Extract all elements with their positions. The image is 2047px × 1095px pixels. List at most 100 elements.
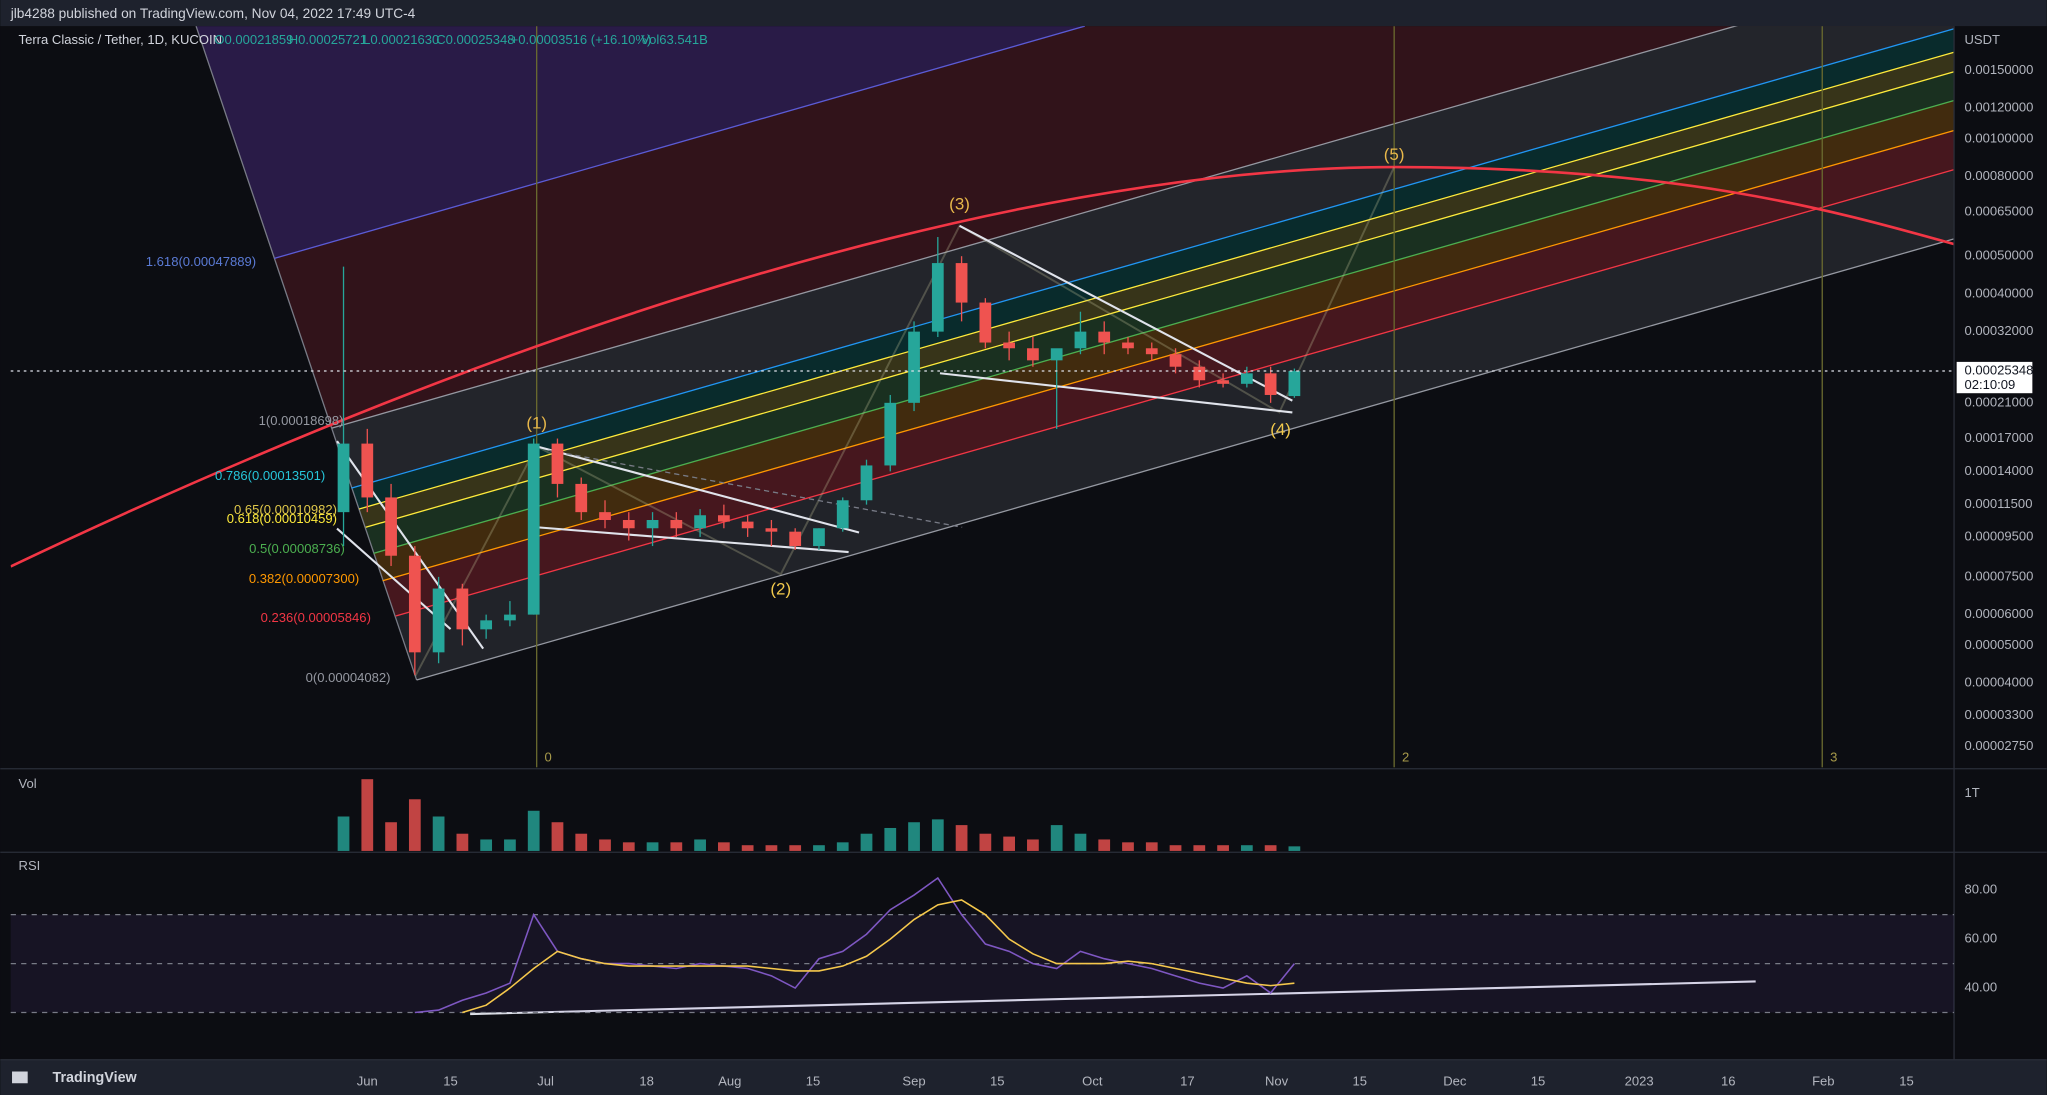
volume-bar: [1240, 845, 1253, 851]
x-tick-label: Oct: [1082, 1073, 1103, 1088]
volume-bar: [741, 845, 754, 851]
fib-line: [351, 28, 1955, 489]
volume-bar: [385, 822, 397, 851]
y-tick-label: 0.00007500: [1964, 568, 2033, 583]
y-tick-label: 0.00005000: [1964, 637, 2033, 652]
volume-bar: [361, 779, 374, 851]
candle-body: [1027, 348, 1039, 361]
candle-body: [813, 528, 825, 547]
y-tick-label: 0.00002750: [1964, 738, 2033, 753]
volume-bar: [1003, 836, 1016, 851]
candle-body: [765, 528, 778, 532]
y-tick-label: 0.00065000: [1964, 203, 2033, 218]
candle-body: [1288, 371, 1301, 397]
volume-bar: [1217, 845, 1229, 851]
candle-body: [1074, 331, 1087, 349]
rsi-ma-line: [462, 899, 1295, 1014]
candle-body: [646, 520, 659, 529]
volume-bar: [575, 833, 588, 851]
trend-line: [959, 224, 1293, 402]
y-tick-label: 0.00014000: [1964, 463, 2033, 478]
candle-body: [1240, 373, 1253, 384]
fib-label: 0.382(0.00007300): [249, 571, 359, 586]
candle-body: [1169, 354, 1182, 367]
fib-band: [196, 26, 1085, 259]
trend-lines: [336, 224, 1293, 650]
candle-body: [432, 588, 445, 653]
y-tick-label: 1T: [1964, 785, 1979, 800]
header-bar: [0, 0, 2047, 27]
volume-bar: [504, 839, 516, 851]
x-tick-label: 15: [990, 1073, 1005, 1088]
candle-body: [955, 263, 968, 303]
candle-body: [1193, 366, 1206, 381]
y-tick-label: 0.00017000: [1964, 430, 2033, 445]
fib-label: 1(0.00018698): [259, 413, 344, 428]
volume-bar: [955, 825, 968, 851]
publisher: jlb4288 published on TradingView.com, No…: [10, 6, 416, 21]
volume-bar: [1169, 845, 1182, 851]
candle-body: [337, 443, 350, 513]
fib-label: 0(0.00004082): [306, 670, 391, 685]
candle-body: [717, 515, 730, 522]
brand: TradingView: [52, 1070, 137, 1086]
volume-bar: [1098, 839, 1111, 851]
candle-body: [1050, 348, 1063, 361]
candle-body: [884, 402, 897, 466]
y-tick-label: 0.00100000: [1964, 130, 2033, 145]
fib-band: [365, 71, 1955, 554]
candle-body: [670, 520, 683, 529]
footer-bar: [0, 1059, 2047, 1095]
y-tick-label: 0.00011500: [1964, 496, 2032, 511]
volume-bar: [622, 842, 635, 851]
fib-band: [351, 28, 1955, 509]
ohlc: +0.00003516 (+16.10%): [511, 32, 652, 47]
fib-label: 0.236(0.00005846): [261, 610, 371, 625]
wave-label: (5): [1384, 145, 1405, 164]
volume-bar: [717, 842, 730, 851]
candle-body: [599, 512, 611, 521]
time-zone-label: 3: [1830, 750, 1837, 765]
candle-body: [931, 263, 944, 332]
y-tick-label: 0.00050000: [1964, 248, 2033, 263]
volume-bar: [1193, 845, 1206, 851]
x-tick-label: Nov: [1265, 1073, 1289, 1088]
symbol: Terra Classic / Tether, 1D, KUCOIN: [19, 32, 223, 47]
y-tick-label: 0.00004000: [1964, 675, 2033, 690]
time-zone-label: 2: [1402, 750, 1409, 765]
countdown: 02:10:09: [1964, 377, 2015, 392]
fib-label: 0.65(0.00010982): [234, 502, 337, 517]
volume-bar: [1145, 842, 1158, 851]
volume-bar: [1122, 842, 1134, 851]
volume-bar: [1074, 833, 1087, 851]
fib-band: [373, 100, 1955, 581]
candle-body: [551, 443, 564, 484]
x-tick-label: 15: [443, 1073, 458, 1088]
candle-body: [1264, 373, 1277, 395]
fib-band: [395, 169, 1955, 680]
y-tick-label: 60.00: [1964, 931, 1997, 946]
candle-body: [860, 465, 873, 501]
volume-bar: [456, 833, 469, 851]
ohlc: H0.00025721: [289, 32, 367, 47]
ohlc: L0.00021630: [363, 32, 439, 47]
y-tick-label: 0.00040000: [1964, 285, 2033, 300]
fib-line: [416, 238, 1955, 681]
volume-bar: [408, 799, 421, 851]
drawings: [10, 26, 1955, 768]
fib-band: [331, 26, 1955, 489]
wave-label: (2): [770, 579, 791, 598]
candle-body: [385, 497, 397, 556]
candle-body: [1122, 342, 1134, 349]
trend-line: [536, 526, 849, 554]
volume-bar: [670, 842, 683, 851]
time-zone-label: 0: [545, 750, 552, 765]
volume-bar: [551, 822, 564, 851]
wave-label: (3): [949, 194, 970, 213]
candle-body: [741, 521, 754, 529]
candle-body: [408, 555, 421, 653]
y-axis-label: USDT: [1964, 32, 2000, 47]
last-price-label: 0.00025348: [1964, 362, 2033, 377]
y-tick-label: 0.00032000: [1964, 323, 2033, 338]
